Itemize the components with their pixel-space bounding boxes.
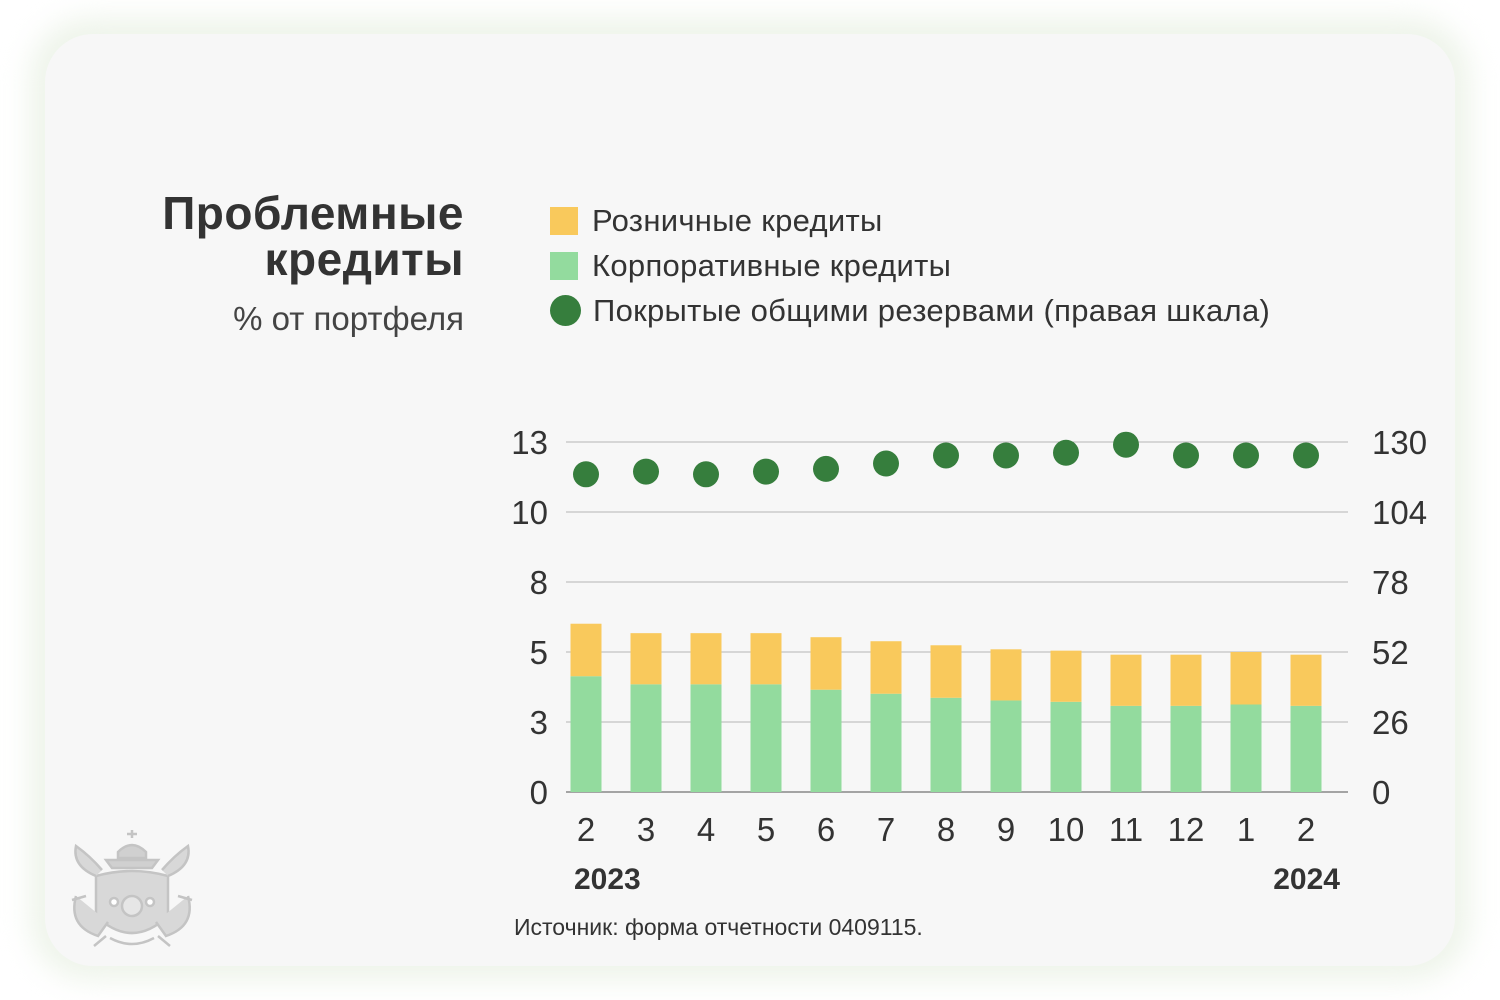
- coat-of-arms-logo: [71, 830, 193, 947]
- x-tick-label: 12: [1168, 811, 1205, 848]
- bar-retail: [690, 633, 722, 685]
- bar-corporate: [1050, 701, 1082, 792]
- legend: Розничные кредиты Корпоративные кредиты …: [550, 198, 1270, 333]
- bar-retail: [630, 633, 662, 685]
- bar-retail: [870, 641, 902, 694]
- y-left-tick-label: 8: [530, 564, 548, 601]
- x-tick-label: 9: [997, 811, 1015, 848]
- title-block: Проблемные кредиты % от портфеля: [104, 190, 464, 338]
- reserves-dot: [1173, 442, 1199, 469]
- bar-retail: [570, 623, 602, 677]
- bar-corporate: [870, 693, 902, 792]
- bar-retail: [1170, 654, 1202, 706]
- bar-retail: [930, 645, 962, 698]
- bar-retail: [750, 633, 782, 685]
- x-tick-label: 10: [1048, 811, 1085, 848]
- reserves-dot: [573, 461, 599, 488]
- chart-subtitle: % от портфеля: [233, 300, 464, 337]
- bar-retail: [1110, 654, 1142, 706]
- legend-dot-reserves: [550, 295, 581, 326]
- year-label-2023: 2023: [574, 863, 641, 896]
- reserves-dot: [813, 455, 839, 482]
- bar-corporate: [930, 697, 962, 792]
- legend-swatch-retail: [550, 206, 578, 235]
- bar-retail: [990, 649, 1022, 701]
- legend-swatch-corporate: [550, 251, 578, 280]
- y-right-tick-label: 104: [1372, 494, 1427, 531]
- chart-card: [45, 34, 1455, 966]
- legend-label-reserves: Покрытые общими резервами (правая шкала): [593, 292, 1271, 328]
- x-tick-label: 7: [877, 811, 895, 848]
- bar-retail: [810, 637, 842, 690]
- y-left-tick-label: 5: [530, 634, 548, 671]
- y-right-tick-label: 0: [1372, 774, 1390, 811]
- x-tick-label: 2: [1297, 811, 1315, 848]
- legend-item-reserves: Покрытые общими резервами (правая шкала): [550, 288, 1270, 333]
- chart-title: Проблемные кредиты: [162, 187, 464, 285]
- reserves-dot: [633, 458, 659, 485]
- x-tick-label: 1: [1237, 811, 1255, 848]
- x-tick-label: 3: [637, 811, 655, 848]
- x-tick-label: 4: [697, 811, 715, 848]
- bar-corporate: [1170, 705, 1202, 792]
- reserves-dot: [753, 458, 779, 485]
- y-right-tick-label: 26: [1372, 704, 1409, 741]
- bar-corporate: [750, 684, 782, 792]
- reserves-dot: [693, 461, 719, 488]
- bar-corporate: [1290, 705, 1322, 792]
- legend-label-corporate: Корпоративные кредиты: [592, 247, 952, 283]
- bar-corporate: [810, 689, 842, 792]
- legend-label-retail: Розничные кредиты: [592, 202, 883, 238]
- y-left-tick-label: 0: [530, 774, 548, 811]
- y-left-tick-label: 13: [511, 424, 548, 461]
- bar-corporate: [630, 684, 662, 792]
- bar-corporate: [690, 684, 722, 792]
- y-right-tick-label: 52: [1372, 634, 1409, 671]
- bar-corporate: [990, 700, 1022, 792]
- y-right-tick-label: 78: [1372, 564, 1409, 601]
- y-left-tick-label: 10: [511, 494, 548, 531]
- x-tick-label: 6: [817, 811, 835, 848]
- reserves-dot: [873, 450, 899, 477]
- legend-item-retail: Розничные кредиты: [550, 198, 1270, 243]
- legend-item-corporate: Корпоративные кредиты: [550, 243, 1270, 288]
- reserves-dot: [1113, 431, 1139, 458]
- bar-corporate: [1110, 705, 1142, 792]
- bar-corporate: [1230, 704, 1262, 792]
- reserves-dot: [1053, 439, 1079, 466]
- year-label-2024: 2024: [1273, 863, 1340, 896]
- bar-corporate: [570, 676, 602, 792]
- source-note: Источник: форма отчетности 0409115.: [514, 914, 923, 940]
- x-tick-label: 11: [1109, 811, 1143, 848]
- bar-retail: [1050, 650, 1082, 702]
- bar-retail: [1230, 652, 1262, 705]
- y-left-tick-label: 3: [530, 704, 548, 741]
- reserves-dot: [1233, 442, 1259, 469]
- x-tick-label: 5: [757, 811, 775, 848]
- bar-retail: [1290, 654, 1322, 706]
- reserves-dot: [993, 442, 1019, 469]
- x-tick-label: 2: [577, 811, 595, 848]
- reserves-dot: [933, 442, 959, 469]
- y-right-tick-label: 130: [1372, 424, 1427, 461]
- x-tick-label: 8: [937, 811, 955, 848]
- reserves-dot: [1293, 442, 1319, 469]
